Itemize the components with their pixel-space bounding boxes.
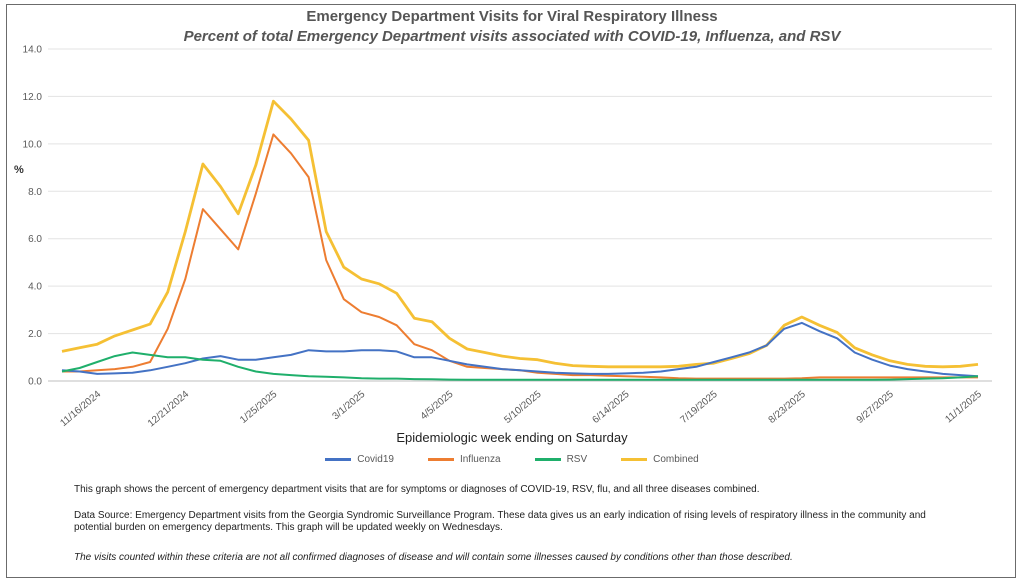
legend: Covid19 Influenza RSV Combined: [0, 454, 1024, 465]
gridlines: [48, 48, 992, 382]
x-tick-label: 5/10/2025: [502, 389, 543, 426]
legend-swatch: [621, 458, 648, 461]
chart-subtitle: Percent of total Emergency Department vi…: [183, 28, 841, 45]
chart-frame: [6, 4, 1016, 578]
x-tick-label: 7/19/2025: [679, 389, 720, 426]
y-tick-label: 14.0: [23, 45, 43, 56]
x-tick-label: 11/1/2025: [943, 389, 984, 426]
legend-item-combined: Combined: [621, 454, 699, 465]
x-tick-label: 4/5/2025: [419, 389, 456, 423]
legend-label: Combined: [653, 454, 699, 465]
series-line-combined: [61, 99, 979, 369]
y-tick-label: 6.0: [28, 234, 42, 245]
x-tick-label: 11/16/2024: [58, 389, 103, 429]
x-tick-label: 6/14/2025: [590, 389, 631, 426]
legend-item-covid19: Covid19: [325, 454, 394, 465]
legend-label: RSV: [566, 454, 588, 465]
y-tick-label: 12.0: [23, 92, 43, 103]
x-axis-label: Epidemiologic week ending on Saturday: [396, 430, 628, 445]
legend-swatch: [427, 458, 454, 461]
legend-swatch: [534, 458, 561, 461]
series-lines: [61, 99, 979, 381]
y-tick-label: 0.0: [28, 377, 42, 388]
line-chart: 0.0 2.0 4.0 6.0 8.0 10.0 12.0 14.0 11/16/2024 12…: [14, 45, 992, 430]
x-tick-label: 9/27/2025: [855, 389, 896, 426]
y-tick-label: 8.0: [28, 187, 42, 198]
x-tick-label: 12/21/2024: [146, 389, 192, 430]
x-tick-label: 1/25/2025: [238, 389, 279, 426]
source-note: Data Source: Emergency Department visits…: [74, 510, 926, 533]
y-tick-label: 10.0: [23, 139, 43, 150]
legend-label: Covid19: [357, 454, 394, 465]
legend-item-rsv: RSV: [534, 454, 588, 465]
x-tick-label: 3/1/2025: [330, 389, 367, 423]
legend-swatch: [325, 458, 352, 461]
y-axis-ticks: 0.0 2.0 4.0 6.0 8.0 10.0 12.0 14.0: [23, 45, 43, 388]
disclaimer-note: The visits counted within these criteria…: [74, 552, 793, 563]
y-tick-label: 2.0: [28, 329, 42, 340]
description-note: This graph shows the percent of emergenc…: [74, 484, 760, 495]
x-tick-label: 8/23/2025: [767, 389, 808, 426]
y-tick-label: 4.0: [28, 282, 42, 293]
series-line-covid19: [61, 321, 979, 378]
legend-label: Influenza: [459, 454, 501, 465]
legend-item-influenza: Influenza: [427, 454, 501, 465]
series-line-rsv: [61, 351, 979, 381]
y-axis-label: %: [14, 164, 24, 176]
x-axis-ticks: 11/16/2024 12/21/2024 1/25/2025 3/1/2025 4/5…: [58, 389, 984, 430]
chart-title: Emergency Department Visits for Viral Re…: [306, 8, 718, 25]
